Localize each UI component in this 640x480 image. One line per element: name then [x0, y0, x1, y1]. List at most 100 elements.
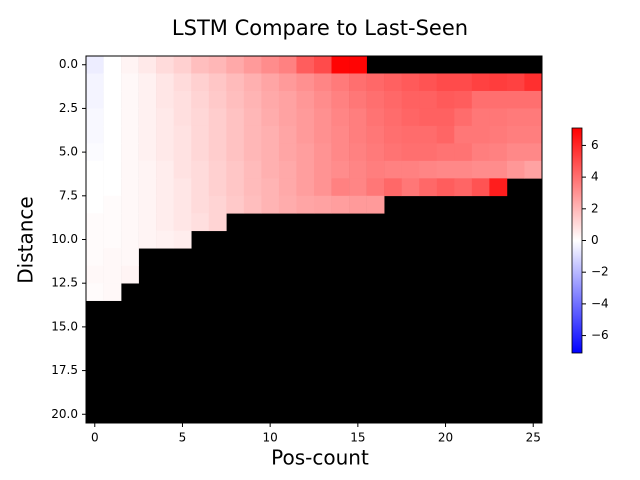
heat-cell — [226, 143, 245, 162]
heat-cell — [121, 90, 139, 109]
heat-cell — [349, 143, 367, 162]
heat-cell — [278, 178, 297, 197]
y-tick-label: 20.0 — [51, 407, 78, 421]
heat-cell — [454, 160, 473, 179]
heat-cell — [208, 108, 227, 127]
heat-cell — [331, 143, 350, 162]
heat-cell — [86, 230, 104, 249]
heat-cell — [173, 73, 192, 92]
heat-cell — [156, 160, 174, 179]
heat-cell — [103, 125, 122, 144]
heat-cell — [489, 73, 508, 92]
heat-cell — [349, 108, 367, 127]
heat-cell — [436, 125, 455, 144]
heat-cell — [366, 90, 385, 109]
heat-cell — [489, 178, 508, 197]
heat-cell — [173, 230, 192, 249]
heat-cell — [191, 160, 210, 179]
colorbar-tick-label: 2 — [591, 201, 599, 215]
heat-cell — [419, 160, 438, 179]
heat-cell — [261, 195, 280, 214]
heat-cell — [121, 108, 139, 127]
y-tick-label: 7.5 — [59, 188, 78, 202]
heat-cell — [191, 143, 210, 162]
heat-cell — [489, 108, 508, 127]
heat-cell — [261, 56, 280, 74]
heat-cell — [278, 160, 297, 179]
heat-cell — [208, 195, 227, 214]
heat-cell — [436, 73, 455, 92]
heat-cell — [261, 108, 280, 127]
heat-cell — [524, 90, 543, 109]
heat-cell — [156, 230, 174, 249]
heat-cell — [103, 213, 122, 232]
y-tick-label: 10.0 — [51, 232, 78, 246]
heat-cell — [401, 73, 420, 92]
heat-cell — [138, 230, 157, 249]
heat-cell — [191, 213, 210, 232]
heat-cell — [454, 108, 473, 127]
heat-cell — [191, 90, 210, 109]
heat-cell — [436, 143, 455, 162]
heat-cell — [103, 56, 122, 74]
heat-cell — [489, 160, 508, 179]
heat-cell — [524, 125, 543, 144]
heat-cell — [138, 195, 157, 214]
heat-cell — [121, 178, 139, 197]
heat-cell — [173, 143, 192, 162]
heat-cell — [401, 125, 420, 144]
heat-cell — [349, 125, 367, 144]
heat-cell — [278, 195, 297, 214]
heat-cell — [191, 108, 210, 127]
heat-cell — [243, 125, 262, 144]
heat-cell — [173, 160, 192, 179]
heat-cell — [226, 56, 245, 74]
heat-cell — [103, 73, 122, 92]
heat-cell — [331, 160, 350, 179]
heat-cell — [366, 160, 385, 179]
heat-cell — [454, 125, 473, 144]
heat-cell — [86, 108, 104, 127]
heat-cell — [103, 160, 122, 179]
heat-cell — [191, 178, 210, 197]
heat-cell — [121, 160, 139, 179]
colorbar-tick-label: −6 — [591, 328, 609, 342]
heat-cell — [86, 248, 104, 267]
heat-cell — [296, 90, 315, 109]
heat-cell — [314, 160, 332, 179]
heat-cell — [103, 178, 122, 197]
y-tick-label: 12.5 — [51, 276, 78, 290]
x-tick-label: 0 — [91, 431, 99, 445]
heat-cell — [261, 73, 280, 92]
y-tick-label: 15.0 — [51, 319, 78, 333]
heat-cell — [121, 195, 139, 214]
heat-cell — [436, 108, 455, 127]
heat-cell — [331, 195, 350, 214]
heat-cell — [384, 125, 402, 144]
heat-cell — [524, 160, 543, 179]
heat-cell — [86, 56, 104, 74]
heat-cell — [331, 73, 350, 92]
heat-cell — [296, 108, 315, 127]
heat-cell — [191, 73, 210, 92]
y-tick-label: 0.0 — [59, 57, 78, 71]
x-tick-label: 10 — [263, 431, 278, 445]
heat-cell — [243, 56, 262, 74]
heat-cell — [349, 90, 367, 109]
heat-cell — [489, 90, 508, 109]
heat-cell — [103, 143, 122, 162]
heat-cell — [524, 73, 543, 92]
heat-cell — [436, 160, 455, 179]
heat-cell — [86, 178, 104, 197]
heat-cell — [331, 56, 350, 74]
colorbar — [571, 127, 583, 354]
heat-cell — [314, 90, 332, 109]
heat-cell — [278, 73, 297, 92]
x-tick-label: 5 — [179, 431, 187, 445]
heat-cell — [454, 73, 473, 92]
heat-cell — [419, 178, 438, 197]
heat-cell — [401, 160, 420, 179]
heat-cell — [384, 73, 402, 92]
chart-title: LSTM Compare to Last-Seen — [172, 16, 468, 40]
